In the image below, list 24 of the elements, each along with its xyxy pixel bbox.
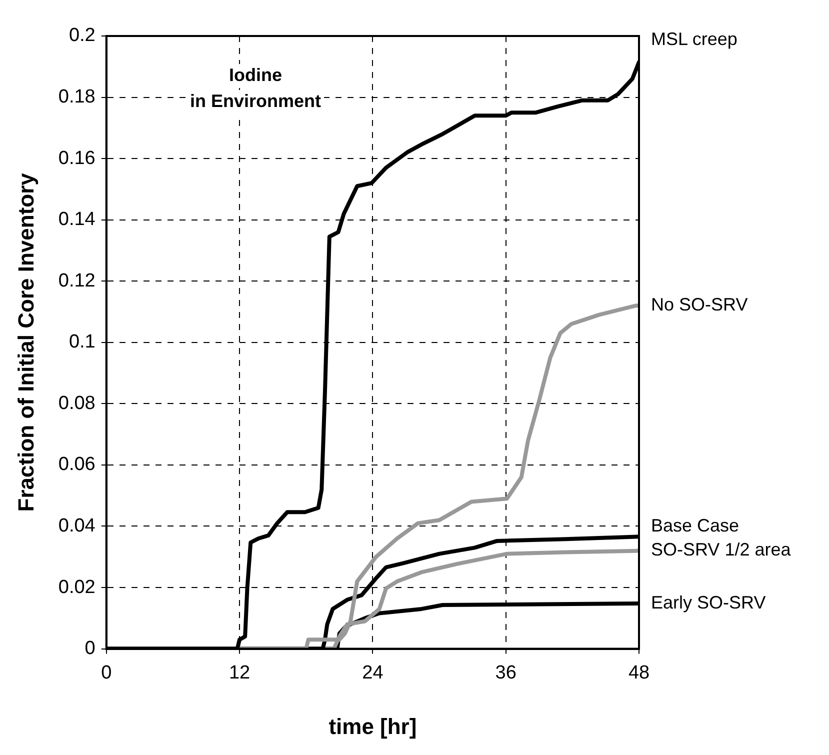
y-tick-label: 0.1	[68, 332, 96, 353]
y-tick-label: 0.12	[58, 270, 96, 292]
y-tick-label: 0.04	[58, 515, 96, 536]
y-tick-label: 0.02	[58, 576, 96, 598]
y-axis-title: Fraction of Initial Core Inventory	[13, 172, 38, 512]
y-tick-label: 0.18	[58, 86, 96, 108]
annotation: Iodine in Environment	[190, 64, 322, 111]
x-tick-label: 48	[628, 662, 650, 684]
series-label: Base Case	[651, 516, 740, 536]
y-tick-label: 0.14	[58, 209, 96, 230]
y-tick-label: 0	[84, 638, 96, 660]
y-tick-label: 0.2	[68, 25, 96, 46]
series-label: MSL creep	[651, 29, 738, 50]
series-label: No SO-SRV	[651, 294, 748, 315]
series-label: SO-SRV 1/2 area	[651, 540, 792, 560]
x-axis-title: time [hr]	[328, 714, 417, 739]
x-tick-label: 0	[101, 662, 112, 684]
x-tick-label: 12	[228, 662, 250, 684]
y-tick-label: 0.06	[58, 454, 96, 476]
series-label: Early SO-SRV	[651, 592, 766, 612]
y-tick-label: 0.08	[58, 392, 96, 414]
x-tick-label: 36	[495, 662, 516, 684]
x-tick-label: 24	[362, 662, 384, 684]
y-tick-label: 0.16	[58, 148, 96, 169]
